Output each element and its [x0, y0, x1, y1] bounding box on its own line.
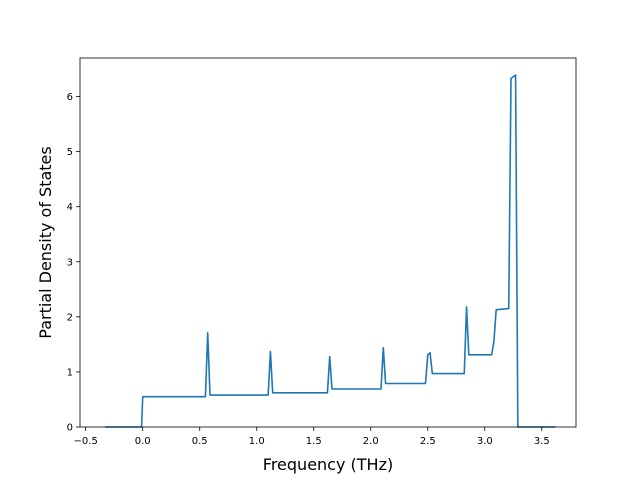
y-tick-label: 3	[67, 257, 73, 268]
x-axis-label: Frequency (THz)	[263, 455, 393, 474]
y-tick-label: 2	[67, 312, 73, 323]
x-axis-ticks: −0.5 0.0 0.5 1.0 1.5 2.0 2.5 3.0 3.5	[74, 427, 550, 447]
y-tick-label: 6	[67, 92, 73, 103]
x-tick-label: −0.5	[74, 436, 98, 447]
y-tick-label: 4	[67, 202, 73, 213]
y-tick-label: 5	[67, 147, 73, 158]
plot-area	[79, 57, 577, 428]
x-tick-label: 3.0	[477, 436, 493, 447]
y-axis-ticks: 0 1 2 3 4 5 6	[67, 92, 80, 434]
x-tick-label: 3.5	[534, 436, 550, 447]
x-tick-label: 2.0	[363, 436, 379, 447]
x-tick-label: 0.0	[135, 436, 151, 447]
y-axis-label: Partial Density of States	[36, 146, 55, 338]
x-tick-label: 1.5	[306, 436, 322, 447]
x-tick-label: 2.5	[420, 436, 436, 447]
y-tick-label: 1	[67, 367, 73, 378]
x-tick-label: 0.5	[192, 436, 208, 447]
axes-frame	[79, 57, 577, 428]
dos-series-line	[105, 74, 556, 428]
x-tick-label: 1.0	[249, 436, 265, 447]
y-tick-label: 0	[67, 423, 73, 434]
